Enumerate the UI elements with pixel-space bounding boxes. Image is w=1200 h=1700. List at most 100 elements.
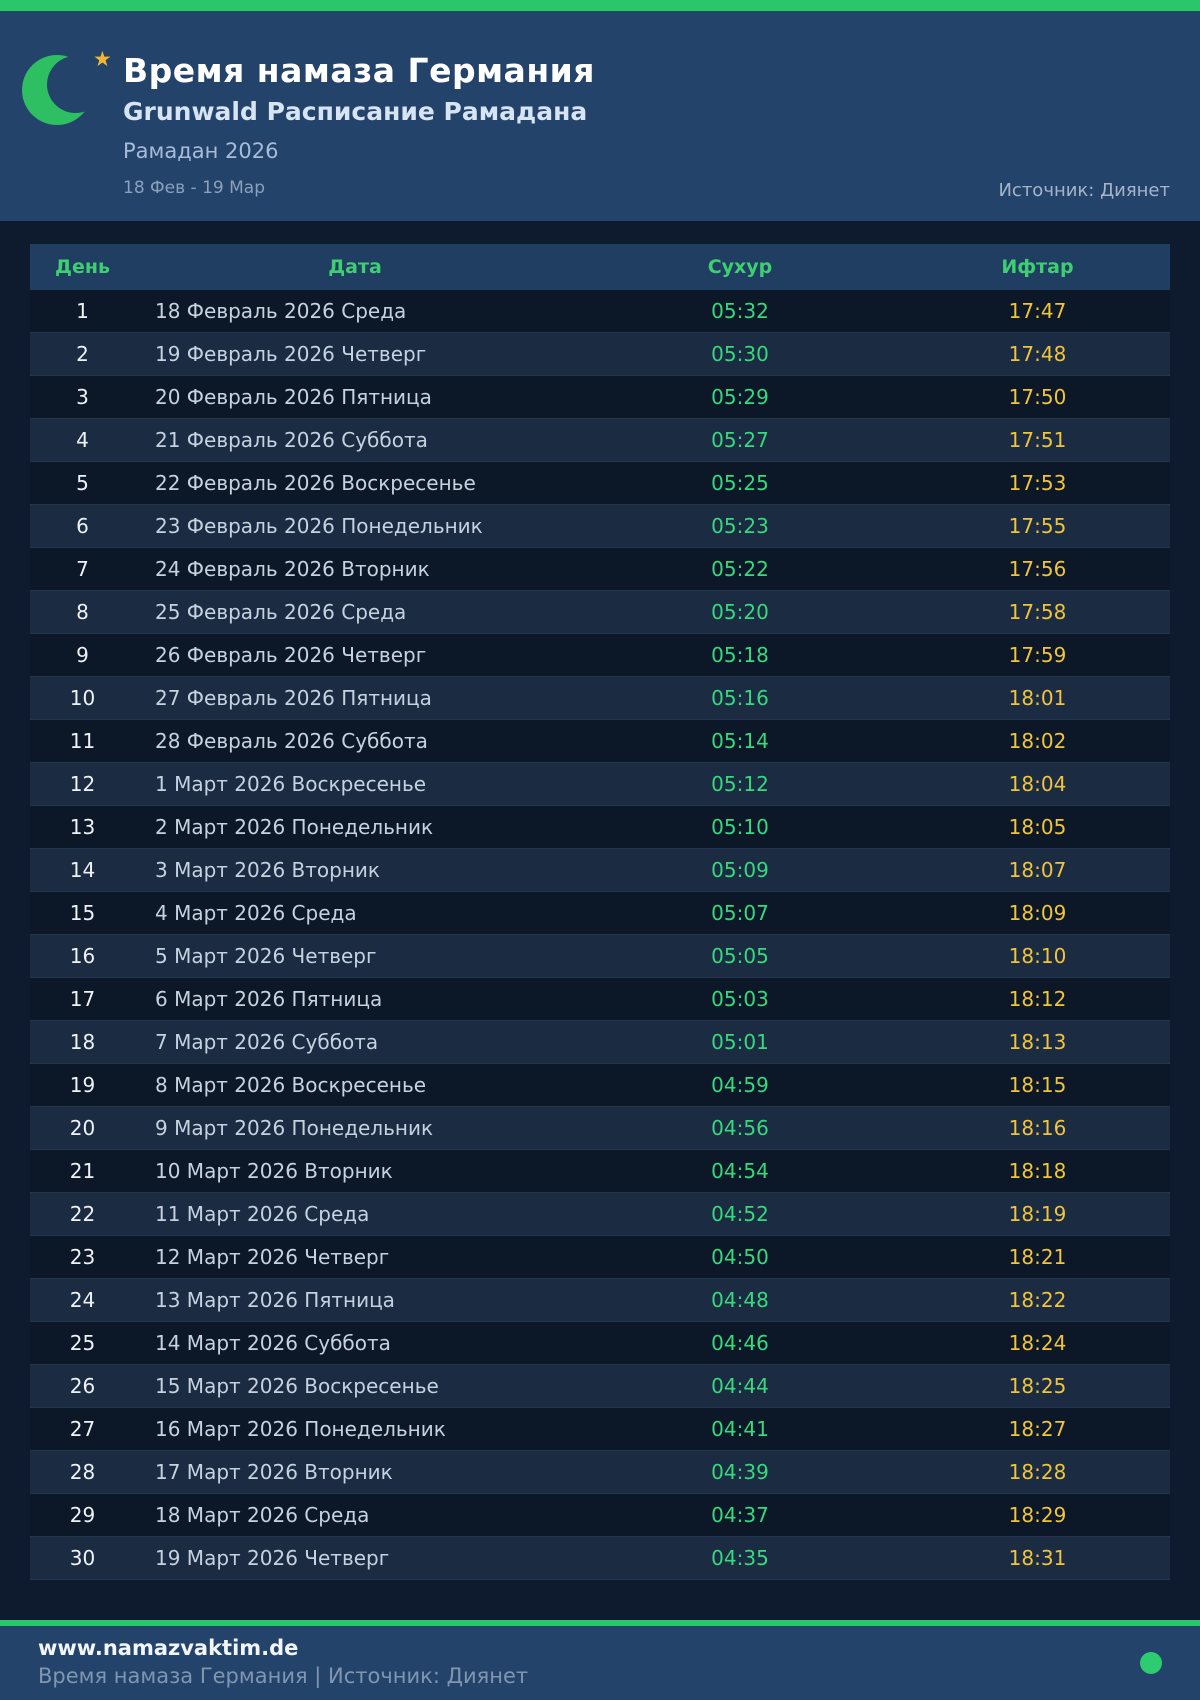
suhur-time-cell: 05:14 [711,729,769,753]
iftar-time-cell: 18:07 [1008,858,1067,882]
day-number-cell: 16 [69,944,96,968]
crescent-moon-icon: ★ [22,49,112,125]
date-cell: 28 Февраль 2026 Суббота [155,729,428,753]
day-number-cell: 20 [69,1116,96,1140]
website-link[interactable]: www.namazvaktim.de [38,1636,299,1660]
iftar-time-cell: 18:10 [1008,944,1067,968]
iftar-time-cell: 18:18 [1008,1159,1067,1183]
header-text-block: Время намаза Германия Grunwald Расписани… [0,11,1200,198]
suhur-time-cell: 04:44 [711,1374,769,1398]
table-row: 3 20 Февраль 2026 Пятница 05:29 17:50 [30,376,1170,419]
day-number-cell: 22 [69,1202,96,1226]
day-number-cell: 25 [69,1331,96,1355]
date-cell: 15 Март 2026 Воскресенье [155,1374,439,1398]
table-row: 10 27 Февраль 2026 Пятница 05:16 18:01 [30,677,1170,720]
column-header-suhur: Сухур [707,256,773,278]
suhur-time-cell: 05:09 [711,858,769,882]
table-row: 21 10 Март 2026 Вторник 04:54 18:18 [30,1150,1170,1193]
main-content: День Дата Сухур Ифтар 1 18 Февраль 2026 … [0,221,1200,1620]
table-row: 8 25 Февраль 2026 Среда 05:20 17:58 [30,591,1170,634]
suhur-time-cell: 04:39 [711,1460,769,1484]
suhur-time-cell: 05:05 [711,944,769,968]
suhur-time-cell: 04:41 [711,1417,769,1441]
day-number-cell: 7 [76,557,89,581]
date-cell: 18 Февраль 2026 Среда [155,299,407,323]
table-row: 27 16 Март 2026 Понедельник 04:41 18:27 [30,1408,1170,1451]
suhur-time-cell: 05:03 [711,987,769,1011]
iftar-time-cell: 18:25 [1008,1374,1067,1398]
iftar-time-cell: 18:15 [1008,1073,1067,1097]
date-cell: 7 Март 2026 Суббота [155,1030,379,1054]
date-cell: 5 Март 2026 Четверг [155,944,377,968]
suhur-time-cell: 04:54 [711,1159,769,1183]
moon-cutout [47,56,104,113]
column-header-iftar: Ифтар [1001,256,1074,278]
date-cell: 10 Март 2026 Вторник [155,1159,393,1183]
page-title: Время намаза Германия [123,51,595,90]
page-subtitle: Grunwald Расписание Рамадана [123,97,588,127]
suhur-time-cell: 05:23 [711,514,769,538]
table-header-row: День Дата Сухур Ифтар [30,244,1170,290]
date-cell: 19 Февраль 2026 Четверг [155,342,427,366]
table-row: 2 19 Февраль 2026 Четверг 05:30 17:48 [30,333,1170,376]
table-row: 1 18 Февраль 2026 Среда 05:32 17:47 [30,290,1170,333]
suhur-time-cell: 04:37 [711,1503,769,1527]
footer: www.namazvaktim.de Время намаза Германия… [0,1626,1200,1700]
date-cell: 1 Март 2026 Воскресенье [155,772,427,796]
table-row: 17 6 Март 2026 Пятница 05:03 18:12 [30,978,1170,1021]
suhur-time-cell: 05:32 [711,299,769,323]
day-number-cell: 18 [69,1030,96,1054]
date-cell: 22 Февраль 2026 Воскресенье [155,471,476,495]
date-cell: 25 Февраль 2026 Среда [155,600,407,624]
star-icon: ★ [93,47,112,71]
table-row: 5 22 Февраль 2026 Воскресенье 05:25 17:5… [30,462,1170,505]
day-number-cell: 26 [69,1374,96,1398]
day-number-cell: 29 [69,1503,96,1527]
iftar-time-cell: 17:59 [1008,643,1067,667]
date-range-label: 18 Фев - 19 Мар [123,177,266,198]
table-row: 15 4 Март 2026 Среда 05:07 18:09 [30,892,1170,935]
table-row: 11 28 Февраль 2026 Суббота 05:14 18:02 [30,720,1170,763]
suhur-time-cell: 05:30 [711,342,769,366]
suhur-time-cell: 05:20 [711,600,769,624]
iftar-time-cell: 18:28 [1008,1460,1067,1484]
table-body: 1 18 Февраль 2026 Среда 05:32 17:47 2 19… [30,290,1170,1580]
table-row: 7 24 Февраль 2026 Вторник 05:22 17:56 [30,548,1170,591]
suhur-time-cell: 05:16 [711,686,769,710]
table-row: 14 3 Март 2026 Вторник 05:09 18:07 [30,849,1170,892]
iftar-time-cell: 18:29 [1008,1503,1067,1527]
suhur-time-cell: 04:46 [711,1331,769,1355]
table-row: 19 8 Март 2026 Воскресенье 04:59 18:15 [30,1064,1170,1107]
table-row: 24 13 Март 2026 Пятница 04:48 18:22 [30,1279,1170,1322]
date-cell: 11 Март 2026 Среда [155,1202,370,1226]
day-number-cell: 3 [76,385,89,409]
day-number-cell: 14 [69,858,96,882]
date-cell: 14 Март 2026 Суббота [155,1331,391,1355]
table-row: 20 9 Март 2026 Понедельник 04:56 18:16 [30,1107,1170,1150]
date-cell: 27 Февраль 2026 Пятница [155,686,432,710]
date-cell: 13 Март 2026 Пятница [155,1288,395,1312]
table-row: 28 17 Март 2026 Вторник 04:39 18:28 [30,1451,1170,1494]
day-number-cell: 11 [69,729,96,753]
day-number-cell: 10 [69,686,96,710]
suhur-time-cell: 05:25 [711,471,769,495]
suhur-time-cell: 04:56 [711,1116,769,1140]
suhur-time-cell: 05:10 [711,815,769,839]
date-cell: 9 Март 2026 Понедельник [155,1116,434,1140]
day-number-cell: 9 [76,643,89,667]
day-number-cell: 27 [69,1417,96,1441]
table-row: 26 15 Март 2026 Воскресенье 04:44 18:25 [30,1365,1170,1408]
iftar-time-cell: 18:22 [1008,1288,1067,1312]
day-number-cell: 5 [76,471,89,495]
day-number-cell: 30 [69,1546,96,1570]
table-row: 29 18 Март 2026 Среда 04:37 18:29 [30,1494,1170,1537]
table-row: 9 26 Февраль 2026 Четверг 05:18 17:59 [30,634,1170,677]
table-row: 23 12 Март 2026 Четверг 04:50 18:21 [30,1236,1170,1279]
suhur-time-cell: 04:59 [711,1073,769,1097]
iftar-time-cell: 18:21 [1008,1245,1067,1269]
date-cell: 16 Март 2026 Понедельник [155,1417,446,1441]
date-cell: 2 Март 2026 Понедельник [155,815,434,839]
iftar-time-cell: 18:12 [1008,987,1067,1011]
date-cell: 6 Март 2026 Пятница [155,987,383,1011]
